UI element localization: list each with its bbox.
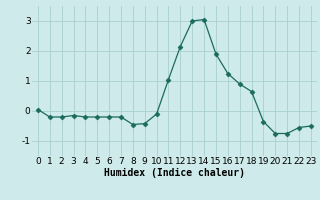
X-axis label: Humidex (Indice chaleur): Humidex (Indice chaleur) (104, 168, 245, 178)
